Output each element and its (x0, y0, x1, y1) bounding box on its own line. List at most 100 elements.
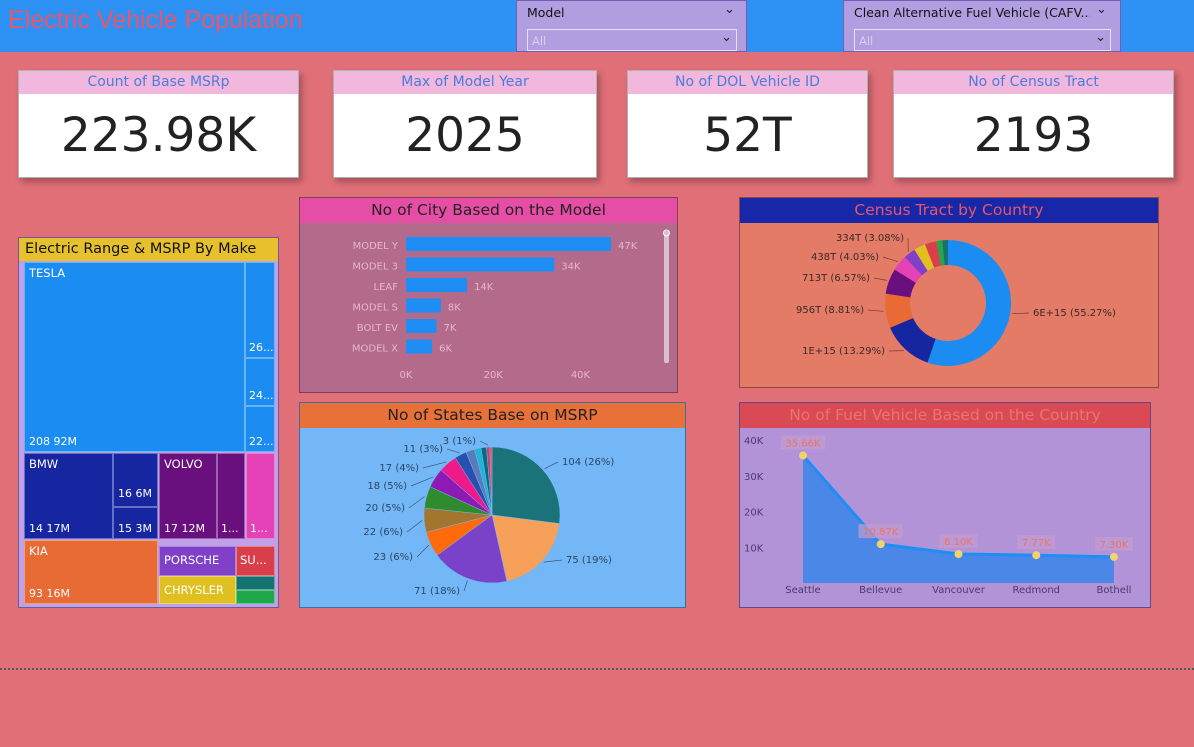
chevron-down-icon[interactable]: ⌄ (1096, 2, 1107, 17)
donut-data-label: 1E+15 (13.29%) (802, 346, 885, 357)
bar (406, 319, 437, 333)
x-tick-label: Vancouver (932, 585, 986, 596)
model-slicer[interactable]: Model ⌄ All ⌄ (516, 0, 747, 52)
pie-data-label: 75 (19%) (566, 555, 612, 566)
area-data-label: 35.66K (785, 439, 821, 450)
pie-leader-line (543, 559, 563, 563)
treemap-tile-value: 14 17M (29, 522, 70, 535)
pie-slice (489, 446, 493, 516)
donut-chart[interactable]: 6E+15 (55.27%) 1E+15 (13.29%) 956T (8.81%)… (740, 223, 1158, 387)
bar (406, 298, 441, 313)
treemap-tile-value: 16 6M (118, 487, 152, 500)
category-label: MODEL X (352, 344, 398, 355)
pie-leader-line (406, 520, 423, 533)
x-tick-label: 0K (400, 370, 413, 381)
treemap-tile[interactable]: BMW 14 17M (24, 453, 113, 539)
treemap-tile-label: CHRYSLER (164, 583, 224, 597)
treemap-tile[interactable]: 16 6M (113, 453, 158, 507)
treemap-tile[interactable]: SU... (236, 546, 275, 576)
treemap-tile[interactable]: 22... (245, 406, 275, 452)
kpi-card-census-tract: No of Census Tract 2193 (893, 70, 1174, 178)
donut-slice (914, 244, 935, 271)
donut-data-label: 438T (4.03%) (811, 252, 879, 263)
x-tick-label: 40K (571, 370, 591, 381)
city-model-panel[interactable]: No of City Based on the Model MODEL Y 47K… (299, 197, 678, 393)
area-data-label: 7.77K (1022, 538, 1051, 549)
fuel-vehicle-panel[interactable]: No of Fuel Vehicle Based on the Country … (739, 402, 1151, 608)
data-point (1110, 552, 1118, 561)
scrollbar-thumb (664, 231, 669, 363)
bar-data-label: 34K (561, 262, 581, 273)
treemap-tile[interactable] (236, 576, 275, 590)
pie-leader-line (544, 461, 559, 470)
area-data-label: 8.10K (944, 537, 973, 548)
chart-title: No of City Based on the Model (300, 198, 677, 223)
slicer-value: All (859, 34, 874, 48)
treemap-tile[interactable]: CHRYSLER (159, 576, 236, 604)
category-label: BOLT EV (357, 323, 398, 334)
treemap-tile[interactable]: 15 3M (113, 507, 158, 539)
bar (406, 339, 433, 354)
donut-leader-line (1012, 312, 1030, 315)
treemap-panel[interactable]: Electric Range & MSRP By Make TESLA 208 9… (18, 237, 279, 608)
area-data-label: 7.30K (1100, 540, 1129, 551)
data-point (799, 451, 807, 460)
donut-data-label: 956T (8.81%) (796, 305, 864, 316)
kpi-label: No of Census Tract (894, 71, 1173, 94)
donut-slice (890, 317, 936, 363)
states-msrp-panel[interactable]: No of States Base on MSRP 104 (26%) 75 (1… (299, 402, 686, 608)
data-point (876, 540, 885, 549)
x-tick-label: Bothell (1097, 585, 1132, 596)
cafv-slicer[interactable]: Clean Alternative Fuel Vehicle (CAFV... … (843, 0, 1121, 52)
census-tract-panel[interactable]: Census Tract by Country 6E+15 (55.27%) 1E… (739, 197, 1159, 388)
treemap-tile[interactable]: 1... (217, 453, 245, 539)
chart-title: Census Tract by Country (740, 198, 1158, 223)
treemap-tile[interactable] (236, 590, 275, 604)
donut-leader-line (873, 277, 888, 281)
slicer-dropdown[interactable]: All ⌄ (854, 29, 1111, 51)
treemap-area[interactable]: TESLA 208 92M 26... 24... 22... BMW 14 17M 16 6… (24, 262, 275, 604)
page-divider (0, 668, 1194, 670)
pie-data-label: 18 (5%) (367, 481, 407, 492)
pie-leader-line (408, 496, 425, 509)
treemap-tile[interactable]: 24... (245, 358, 275, 406)
treemap-tile[interactable]: KIA 93 16M (24, 540, 158, 604)
treemap-tile-value: 93 16M (29, 587, 70, 600)
treemap-tile[interactable]: TESLA 208 92M (24, 262, 245, 452)
treemap-tile-label: PORSCHE (164, 553, 220, 567)
scrollbar-handle-icon (663, 229, 670, 237)
treemap-tile[interactable]: 1... (246, 453, 275, 539)
treemap-tile[interactable]: 26... (245, 262, 275, 358)
category-label: MODEL S (352, 303, 398, 314)
donut-data-label: 713T (6.57%) (802, 273, 870, 284)
x-tick-label: Seattle (785, 585, 820, 596)
treemap-tile[interactable]: PORSCHE (159, 546, 236, 576)
chevron-down-icon[interactable]: ⌄ (721, 30, 732, 45)
slicer-label: Clean Alternative Fuel Vehicle (CAFV... (854, 5, 1090, 20)
pie-leader-line (416, 544, 430, 558)
treemap-tile[interactable]: VOLVO 17 12M (159, 453, 217, 539)
pie-slice (491, 514, 560, 582)
donut-slice (936, 240, 945, 266)
donut-slice (885, 293, 914, 328)
pie-chart[interactable]: 104 (26%) 75 (19%) 71 (18%) 23 (6%) 22 (6%) 2… (300, 428, 685, 607)
pie-data-label: 11 (3%) (403, 444, 443, 455)
chevron-down-icon[interactable]: ⌄ (1095, 30, 1106, 45)
page-title: Electric Vehicle Population (8, 6, 303, 34)
donut-leader-line (882, 256, 898, 263)
y-tick-label: 20K (744, 508, 764, 519)
donut-slice (924, 241, 941, 268)
area-chart[interactable]: 10K 20K 30K 40K 35.66K Seattle 10.87K Bellevue 8… (740, 428, 1150, 607)
category-label: LEAF (374, 282, 399, 293)
kpi-label: No of DOL Vehicle ID (628, 71, 867, 94)
data-label-bg (939, 534, 978, 549)
category-label: MODEL 3 (352, 262, 398, 273)
bar-chart[interactable]: MODEL Y 47K MODEL 3 34K LEAF 14K MODEL S 8K BOLT… (300, 223, 677, 392)
chevron-down-icon[interactable]: ⌄ (724, 2, 735, 17)
slicer-dropdown[interactable]: All ⌄ (527, 29, 737, 51)
bar-data-label: 6K (439, 344, 452, 355)
donut-leader-line (867, 309, 884, 312)
treemap-tile-value: 26... (249, 341, 274, 354)
kpi-card-base-msrp: Count of Base MSRp 223.98K (18, 70, 299, 178)
slicer-value: All (532, 34, 547, 48)
